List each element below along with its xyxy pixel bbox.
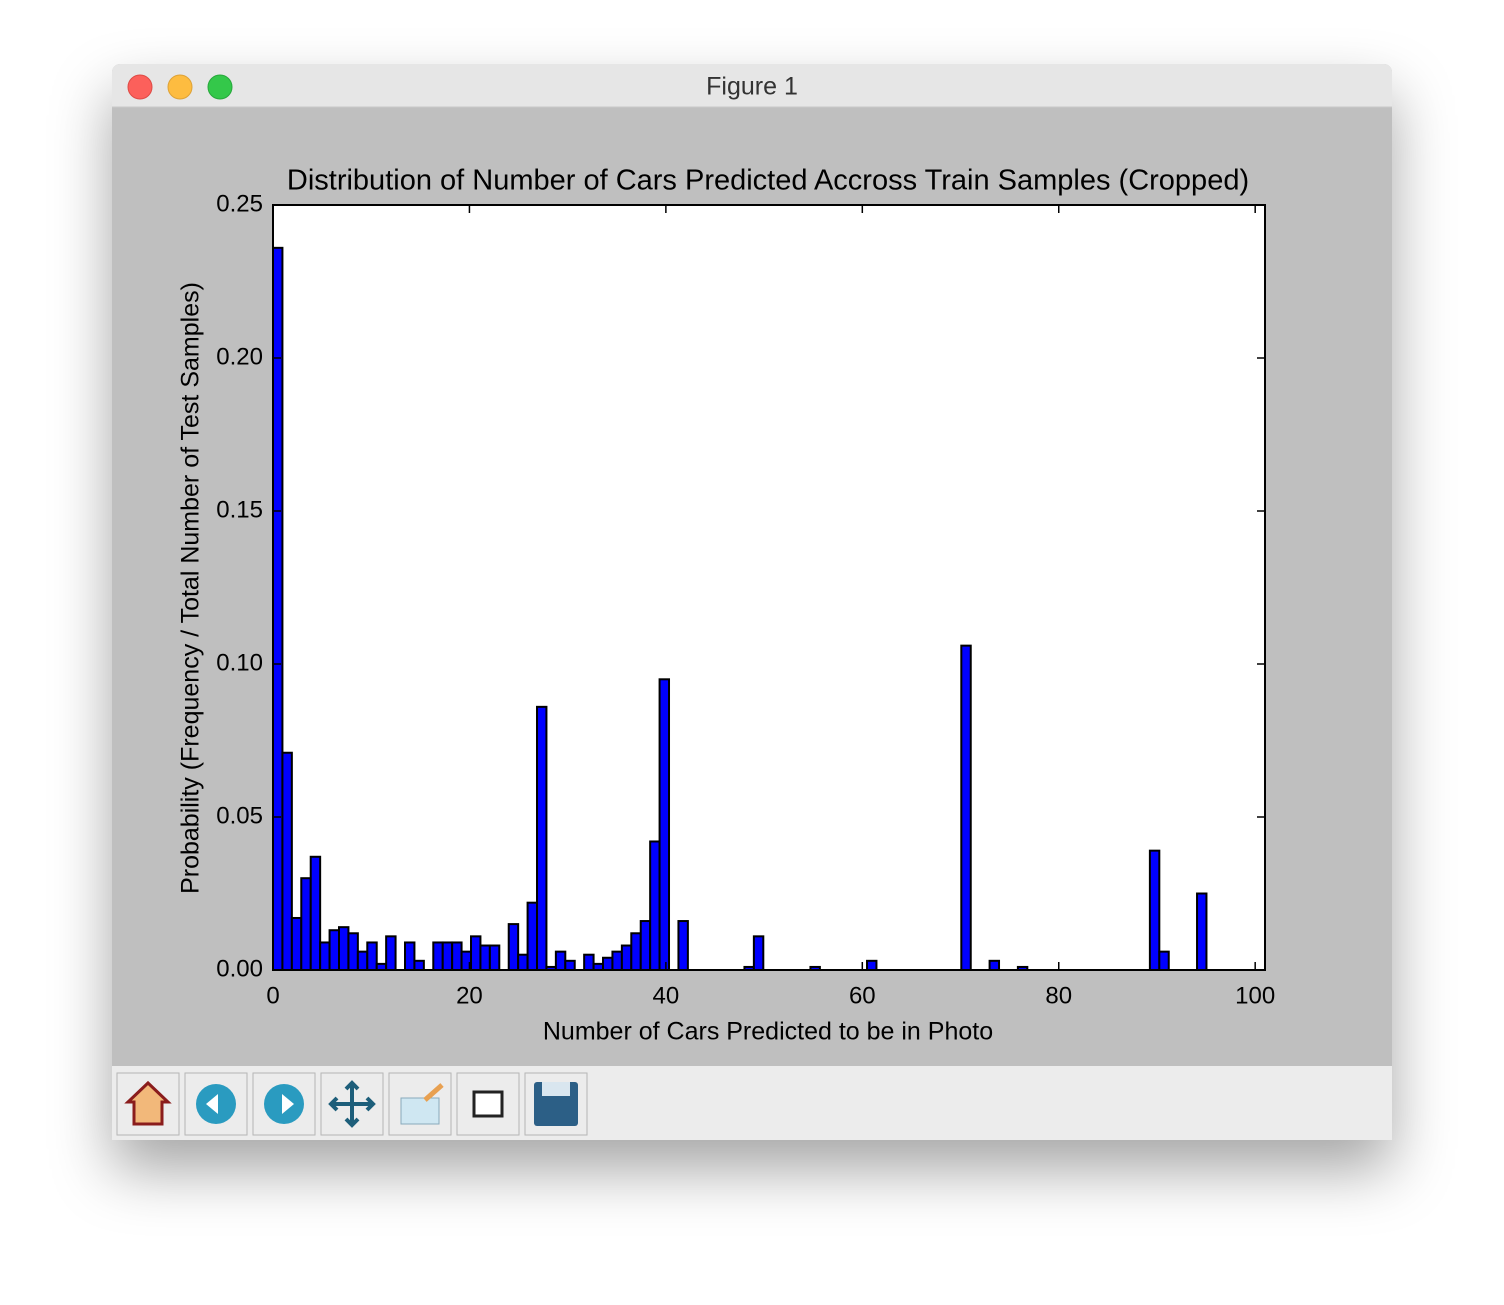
axes-frame [272,204,1266,971]
x-tick-label: 0 [266,982,279,1009]
back-arrow [206,1094,218,1114]
y-tick-label: 0.05 [216,802,263,829]
bar [319,941,331,972]
zoom-button[interactable] [207,74,233,100]
y-tick-label: 0.15 [216,496,263,523]
bar [752,935,765,972]
bar [536,705,548,972]
bar [620,944,633,972]
y-tick-label: 0.25 [216,190,263,217]
forward-arrow [282,1094,294,1114]
bar [677,920,689,971]
x-tick-label: 60 [849,982,876,1009]
x-tick-label: 100 [1235,982,1275,1009]
bar [488,944,501,972]
window-title: Figure 1 [706,73,798,101]
bar [413,959,425,972]
zoom-rect-pencil [423,1083,444,1102]
bar [479,944,491,972]
bar [602,956,614,972]
bar [300,877,312,972]
bar [356,950,369,972]
title-bar [112,64,1392,107]
bar [960,644,972,971]
bar [611,950,623,972]
bar [470,935,482,972]
bar [564,959,576,972]
x-tick-label: 80 [1045,982,1072,1009]
x-axis-label: Number of Cars Predicted to be in Photo [543,1018,993,1046]
bar [432,941,444,972]
close-button[interactable] [127,74,153,100]
bar [404,941,416,972]
y-tick-label: 0.10 [216,649,263,676]
bar [366,941,378,972]
bar [1158,950,1170,972]
plot-area [273,205,1265,970]
minimize-button[interactable] [167,74,193,100]
y-axis-label: Probability (Frequency / Total Number of… [177,282,205,894]
bar [988,959,1001,972]
y-tick-label: 0.00 [216,955,263,982]
bar [451,941,463,972]
pan-icon [328,1080,376,1128]
bar [309,855,322,972]
bar [338,926,350,971]
bar [281,751,293,971]
bar [639,920,652,971]
bar [658,678,671,971]
bar [441,941,454,972]
x-tick-label: 20 [456,982,483,1009]
toolbar-buttons [116,1072,588,1136]
bar [347,932,359,972]
bar [1196,892,1208,971]
bar [526,901,539,971]
zoom-rect-icon [400,1097,440,1125]
bar [866,959,878,972]
subplots-icon [472,1090,504,1118]
bar [385,935,397,972]
x-tick-label: 40 [653,982,680,1009]
save-label [542,1082,570,1096]
bar [328,929,341,971]
bar [517,953,529,972]
bar [649,840,661,971]
bar [583,953,595,972]
bar [507,923,520,971]
y-tick-label: 0.20 [216,343,263,370]
bar [1148,849,1161,971]
chart-title: Distribution of Number of Cars Predicted… [287,165,1249,197]
home-icon [124,1080,172,1126]
bar [272,246,284,971]
bar [290,916,303,971]
bar [554,950,567,972]
bar [630,932,642,972]
